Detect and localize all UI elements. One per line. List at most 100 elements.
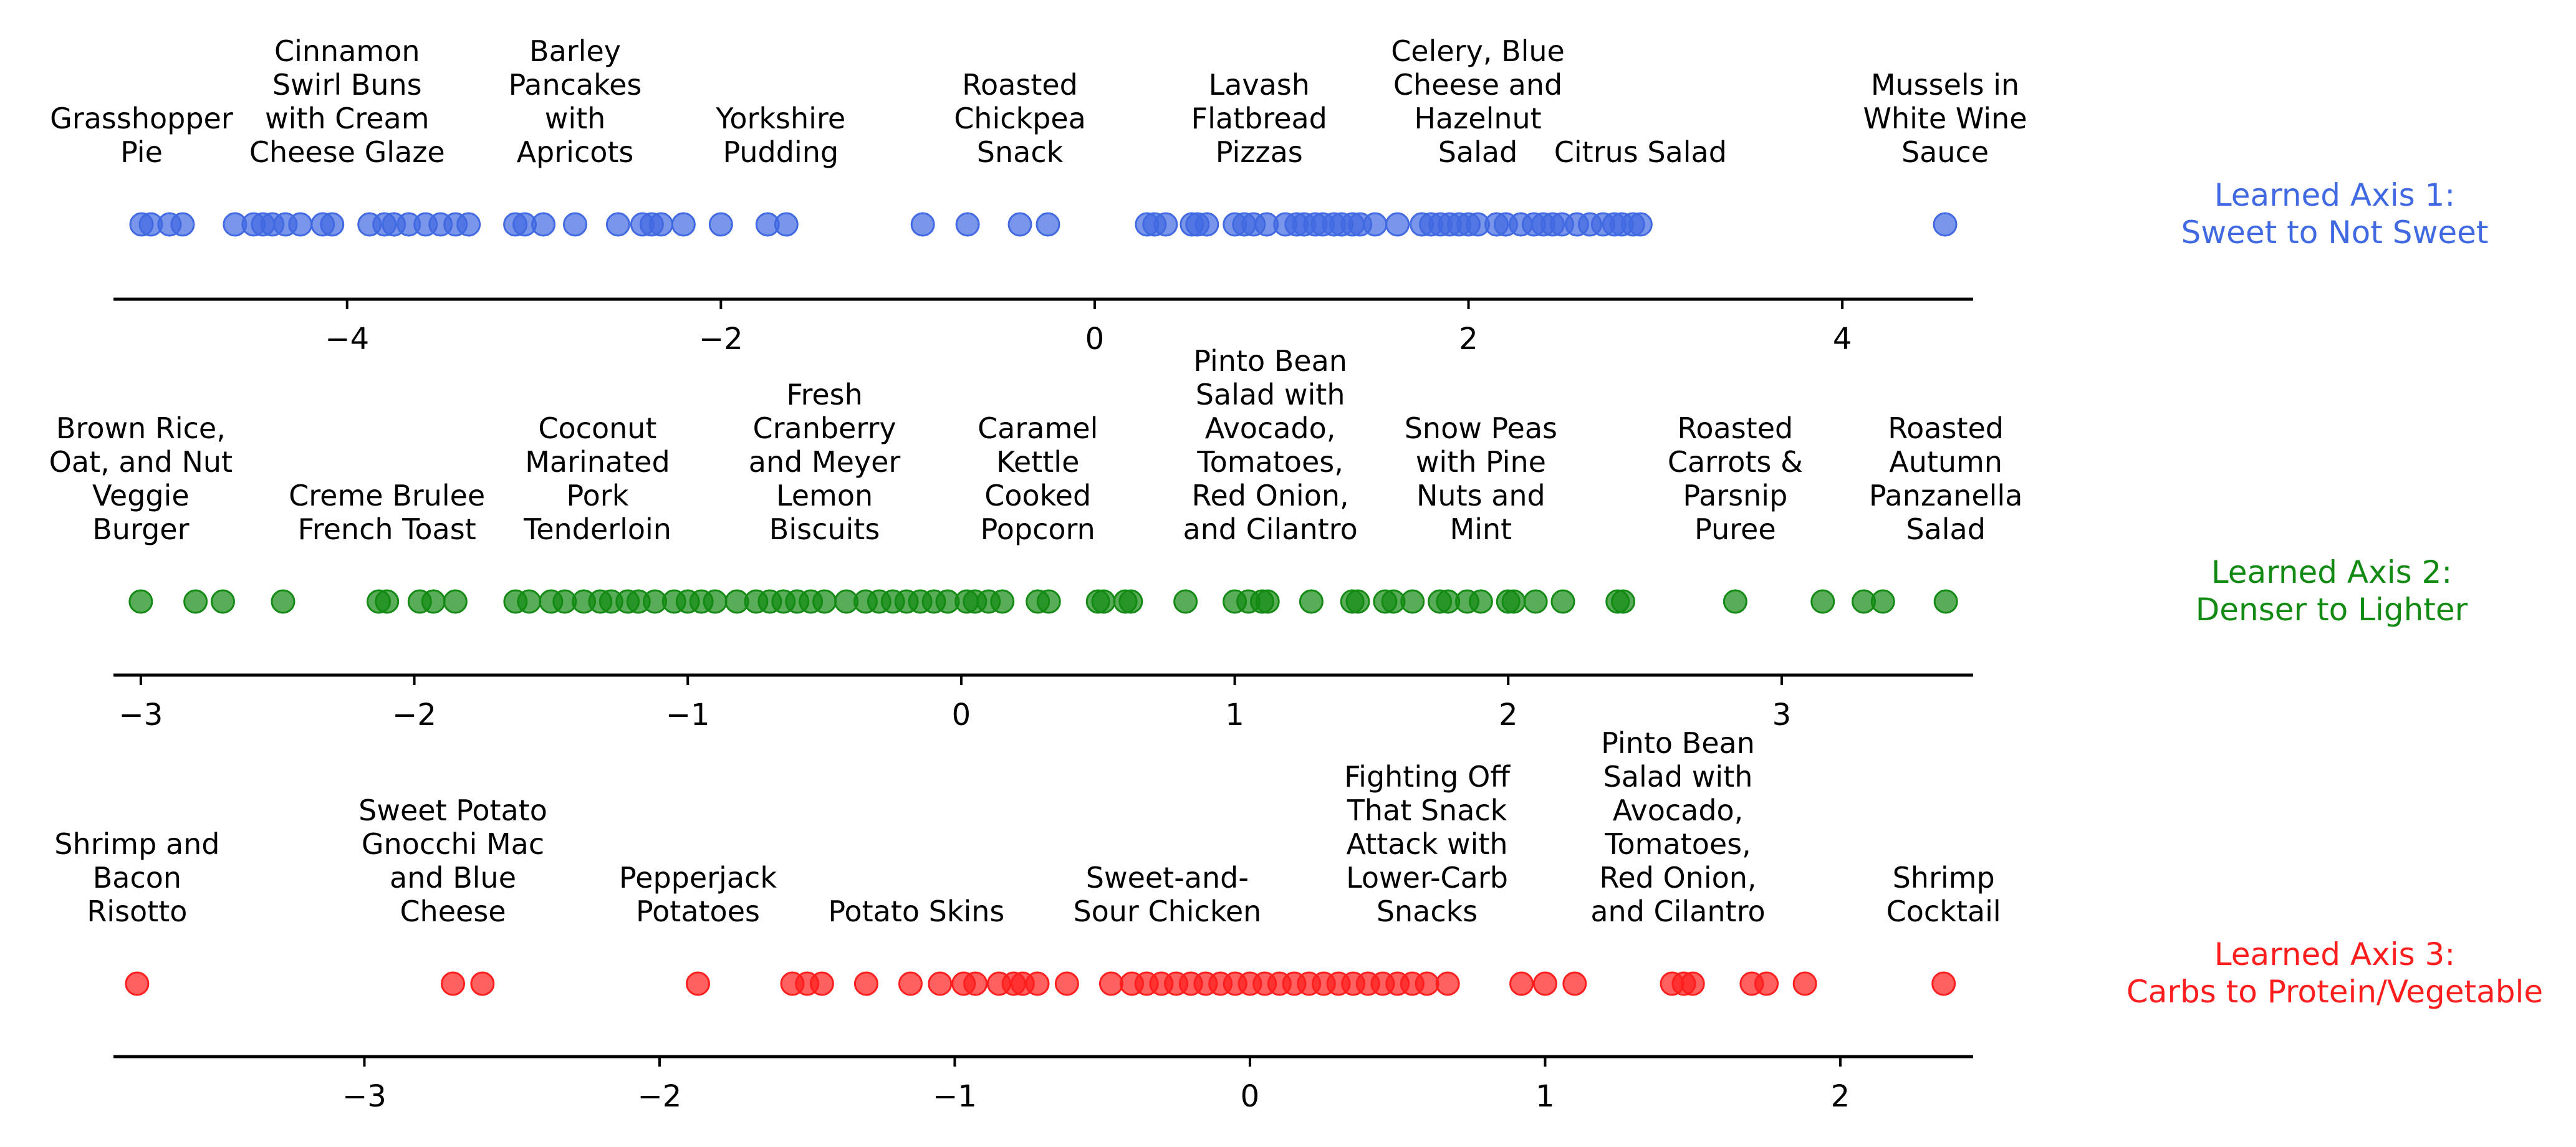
data-point [128,589,153,614]
data-point [1931,971,1956,996]
annotation-line: Pork [567,479,629,512]
x-tick-label: −1 [933,1079,977,1114]
annotation-label: Sweet-and-Sour Chicken [1073,861,1261,928]
annotation-line: Gnocchi Mac [362,827,544,861]
annotation-line: Pie [120,135,163,169]
annotation-line: Cocktail [1886,895,2001,928]
x-tick-label: 2 [1459,322,1478,357]
x-tick-label: 1 [1225,698,1244,732]
x-tick-label: −1 [666,698,710,732]
annotation-line: Nuts and [1416,479,1545,512]
data-point [1025,971,1050,996]
data-point [1153,212,1178,237]
data-point [1435,971,1460,996]
annotation-line: Fighting Off [1344,760,1511,794]
data-point [671,212,696,237]
data-point [812,589,837,614]
annotation-line: Veggie [92,479,190,512]
annotation-line: Pinto Bean [1193,344,1347,378]
annotation-label: Lavash Flatbread Pizzas [1191,68,1327,169]
annotation-label: Caramel Kettle Cooked Popcorn [978,411,1098,546]
annotation-line: Mussels in [1871,68,2019,102]
data-point [443,589,468,614]
data-point [1036,212,1060,237]
annotation-line: Chickpea [954,102,1086,135]
annotation-line: Snacks [1377,895,1478,928]
annotation-label: Roasted Autumn Panzanella Salad [1869,411,2023,546]
annotation-line: Pancakes [509,68,642,102]
annotation-line: Potatoes [636,895,760,928]
annotation-line: Tomatoes, [1604,827,1751,861]
annotation-label: Barley Pancakes with Apricots [509,34,642,169]
axis-title-line: Learned Axis 1: [2214,177,2455,213]
data-point [1610,589,1635,614]
annotation-line: Burger [92,512,189,546]
data-point [1299,589,1324,614]
annotation-line: Parsnip [1683,479,1787,512]
data-point [1415,971,1439,996]
annotation-line: and Blue [390,861,516,895]
data-point [990,589,1015,614]
annotation-line: Caramel [978,411,1098,445]
annotation-line: Yorkshire [715,102,845,135]
annotation-line: Salad with [1196,378,1345,411]
data-point [1363,212,1388,237]
data-point [271,589,296,614]
data-point [963,971,988,996]
panel-axis-3: −3 −2 −1 0 1 2 Shrimp and Bacon Risotto Sweet Pot… [54,726,2543,1114]
data-point [1810,589,1835,614]
annotation-line: and Cilantro [1590,895,1765,928]
x-tick-label: 3 [1772,698,1792,732]
annotation-line: Shrimp [1893,861,1995,895]
annotation-line: Cooked [984,479,1091,512]
annotation-line: Snow Peas [1405,411,1557,445]
annotation-line: Coconut [538,411,656,445]
annotation-line: Roasted [1677,411,1793,445]
annotation-line: Carrots & [1668,445,1803,479]
data-point [708,212,733,237]
annotation-line: Puree [1694,512,1776,546]
annotation-label: Pinto Bean Salad with Avocado, Tomatoes, Red… [1590,726,1765,928]
data-point [1036,589,1061,614]
annotation-line: Snack [977,135,1064,169]
annotation-label: Fresh Cranberry and Meyer Lemon Biscuits [749,378,901,546]
annotation-line: Bacon [93,861,181,895]
data-point [1792,971,1817,996]
annotation-label: Snow Peas with Pine Nuts and Mint [1405,411,1557,546]
annotation-label: Pinto Bean Salad with Avocado, Tomatoes, Red… [1183,344,1357,546]
annotation-label: Fighting Off That Snack Attack with Lower-C… [1344,760,1511,928]
data-point [955,212,980,237]
x-tick-label: −2 [392,698,436,732]
annotation-label: Creme Brulee French Toast [289,479,485,546]
data-point [1098,971,1123,996]
annotation-line: That Snack [1347,794,1507,827]
data-point [1400,589,1425,614]
annotation-line: French Toast [298,512,476,546]
annotation-line: Popcorn [981,512,1095,546]
axis-title-line: Carbs to Protein/Vegetable [2127,974,2543,1010]
data-point [703,589,728,614]
annotation-line: Tomatoes, [1196,445,1343,479]
annotation-line: Pinto Bean [1601,726,1755,760]
axis-title-line: Sweet to Not Sweet [2181,214,2489,251]
data-point [517,589,542,614]
annotation-label: Roasted Carrots & Parsnip Puree [1668,411,1803,546]
annotation-label: Mussels in White Wine Sauce [1863,68,2027,169]
annotation-line: Oat, and Nut [49,445,233,479]
annotation-line: Fresh [786,378,862,411]
x-tick-label: 0 [1085,322,1105,357]
data-point [853,971,878,996]
annotation-line: Marinated [525,445,670,479]
data-point [1532,971,1557,996]
data-point [1385,212,1410,237]
x-tick-label: −3 [118,698,163,732]
annotation-line: Tenderloin [523,512,671,546]
annotation-line: Sweet-and- [1086,861,1249,895]
annotation-line: with [545,102,606,135]
annotation-line: Avocado, [1205,411,1336,445]
data-point [1933,589,1958,614]
annotation-line: Sauce [1901,135,1989,169]
annotation-line: and Cilantro [1183,512,1357,546]
